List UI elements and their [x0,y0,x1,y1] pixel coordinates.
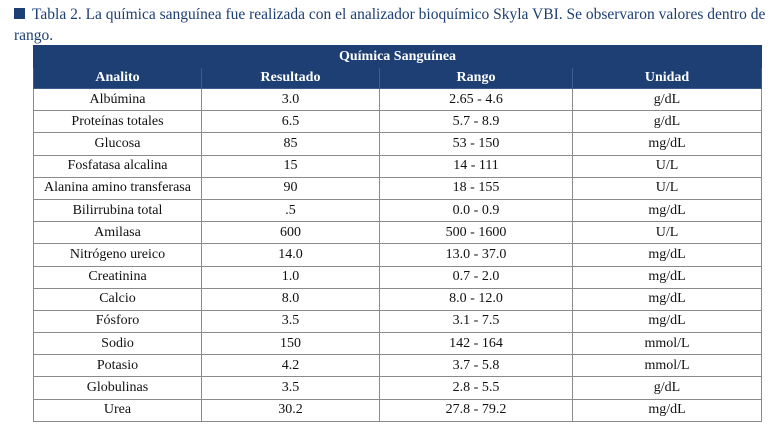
analyte-cell: Amilasa [33,221,202,245]
header-analito: Analito [33,67,202,89]
table-title: Química Sanguínea [32,45,763,68]
caption-text: Tabla 2. La química sanguínea fue realiz… [14,6,766,44]
table-row: Albúmina 3.0 2.65 - 4.6 g/dL [33,87,763,112]
table-row: Bilirrubina total .5 0.0 - 0.9 mg/dL [33,198,763,223]
unit-cell: g/dL [571,110,763,134]
result-cell: 8.0 [201,287,380,311]
range-cell: 5.7 - 8.9 [379,110,573,134]
table-row: Sodio 150 142 - 164 mmol/L [33,332,763,356]
range-cell: 0.0 - 0.9 [379,198,573,223]
table-row: Nitrógeno ureico 14.0 13.0 - 37.0 mg/dL [33,243,763,267]
table-caption: Tabla 2. La química sanguínea fue realiz… [14,4,774,46]
analyte-cell: Urea [33,398,202,422]
table-title-row: Química Sanguínea [32,45,763,68]
result-cell: 15 [201,154,380,178]
unit-cell: g/dL [571,87,763,112]
header-unidad: Unidad [571,67,763,89]
analyte-cell: Glucosa [33,132,202,156]
analyte-cell: Calcio [33,287,202,311]
square-bullet-icon [14,8,25,19]
unit-cell: U/L [571,176,763,200]
unit-cell: mg/dL [571,198,763,223]
unit-cell: mg/dL [571,132,763,156]
result-cell: .5 [201,198,380,223]
result-cell: 90 [201,176,380,200]
result-cell: 3.0 [201,87,380,112]
unit-cell: mg/dL [571,287,763,311]
analyte-cell: Bilirrubina total [33,198,202,223]
unit-cell: mg/dL [571,265,763,289]
range-cell: 0.7 - 2.0 [379,265,573,289]
analyte-cell: Albúmina [33,87,202,112]
table-row: Amilasa 600 500 - 1600 U/L [33,221,763,245]
range-cell: 13.0 - 37.0 [379,243,573,267]
analyte-cell: Alanina amino transferasa [33,176,202,200]
unit-cell: mmol/L [571,354,763,378]
unit-cell: mg/dL [571,243,763,267]
unit-cell: mmol/L [571,332,763,356]
unit-cell: U/L [571,221,763,245]
table-row: Globulinas 3.5 2.8 - 5.5 g/dL [33,376,763,400]
range-cell: 2.65 - 4.6 [379,87,573,112]
analyte-cell: Creatinina [33,265,202,289]
analyte-cell: Sodio [33,332,202,356]
unit-cell: g/dL [571,376,763,400]
analyte-cell: Potasio [33,354,202,378]
range-cell: 14 - 111 [379,154,573,178]
analyte-cell: Proteínas totales [33,110,202,134]
table-row: Proteínas totales 6.5 5.7 - 8.9 g/dL [33,110,763,134]
unit-cell: mg/dL [571,309,763,334]
range-cell: 53 - 150 [379,132,573,156]
result-cell: 3.5 [201,376,380,400]
table-header-row: Analito Resultado Rango Unidad [33,67,763,89]
range-cell: 142 - 164 [379,332,573,356]
range-cell: 2.8 - 5.5 [379,376,573,400]
result-cell: 4.2 [201,354,380,378]
table-row: Fósforo 3.5 3.1 - 7.5 mg/dL [33,309,763,334]
result-cell: 3.5 [201,309,380,334]
result-cell: 85 [201,132,380,156]
result-cell: 150 [201,332,380,356]
result-cell: 600 [201,221,380,245]
table-row: Urea 30.2 27.8 - 79.2 mg/dL [33,398,763,422]
analyte-cell: Globulinas [33,376,202,400]
table-row: Glucosa 85 53 - 150 mg/dL [33,132,763,156]
table-row: Alanina amino transferasa 90 18 - 155 U/L [33,176,763,200]
range-cell: 500 - 1600 [379,221,573,245]
blood-chemistry-table: Química Sanguínea Analito Resultado Rang… [32,45,763,422]
result-cell: 6.5 [201,110,380,134]
range-cell: 27.8 - 79.2 [379,398,573,422]
table-row: Creatinina 1.0 0.7 - 2.0 mg/dL [33,265,763,289]
result-cell: 1.0 [201,265,380,289]
range-cell: 3.1 - 7.5 [379,309,573,334]
analyte-cell: Nitrógeno ureico [33,243,202,267]
table-row: Calcio 8.0 8.0 - 12.0 mg/dL [33,287,763,311]
analyte-cell: Fosfatasa alcalina [33,154,202,178]
result-cell: 30.2 [201,398,380,422]
result-cell: 14.0 [201,243,380,267]
range-cell: 3.7 - 5.8 [379,354,573,378]
unit-cell: mg/dL [571,398,763,422]
header-resultado: Resultado [201,67,380,89]
range-cell: 18 - 155 [379,176,573,200]
unit-cell: U/L [571,154,763,178]
table-row: Potasio 4.2 3.7 - 5.8 mmol/L [33,354,763,378]
header-rango: Rango [379,67,573,89]
range-cell: 8.0 - 12.0 [379,287,573,311]
analyte-cell: Fósforo [33,309,202,334]
table-row: Fosfatasa alcalina 15 14 - 111 U/L [33,154,763,178]
